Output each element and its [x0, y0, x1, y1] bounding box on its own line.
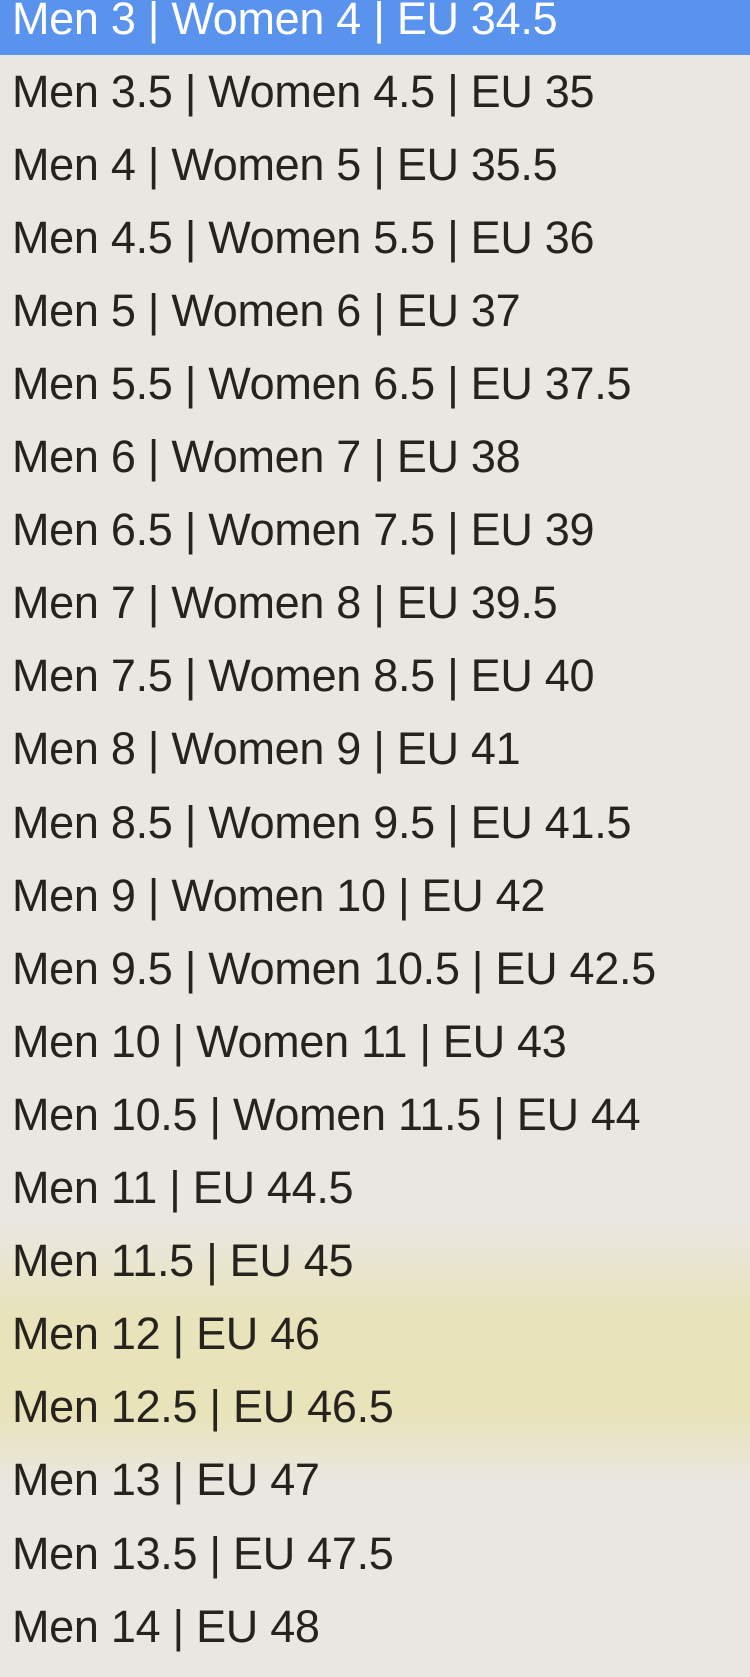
size-option-label: Men 7.5 | Women 8.5 | EU 40: [12, 650, 595, 702]
size-option[interactable]: Men 6.5 | Women 7.5 | EU 39: [0, 494, 750, 567]
size-option-label: Men 5.5 | Women 6.5 | EU 37.5: [12, 358, 632, 410]
size-option[interactable]: Men 4 | Women 5 | EU 35.5: [0, 128, 750, 201]
size-option-label: Men 6 | Women 7 | EU 38: [12, 431, 521, 483]
size-option-label: Men 4.5 | Women 5.5 | EU 36: [12, 211, 595, 263]
size-option[interactable]: Men 4.5 | Women 5.5 | EU 36: [0, 201, 750, 274]
size-option-label: Men 11 | EU 44.5: [12, 1162, 354, 1214]
size-option-label: Men 13 | EU 47: [12, 1454, 320, 1506]
size-option[interactable]: Men 5.5 | Women 6.5 | EU 37.5: [0, 347, 750, 420]
size-option[interactable]: Men 11.5 | EU 45: [0, 1225, 750, 1298]
size-option[interactable]: Men 7.5 | Women 8.5 | EU 40: [0, 640, 750, 713]
size-option[interactable]: Men 5 | Women 6 | EU 37: [0, 274, 750, 347]
size-option-label: Men 12 | EU 46: [12, 1308, 320, 1360]
size-option-selected[interactable]: Men 3 | Women 4 | EU 34.5: [0, 0, 750, 56]
size-option[interactable]: Men 8 | Women 9 | EU 41: [0, 713, 750, 786]
size-option[interactable]: Men 14 | EU 48: [0, 1590, 750, 1663]
size-option-label: Men 6.5 | Women 7.5 | EU 39: [12, 504, 595, 556]
size-option-label: Men 10.5 | Women 11.5 | EU 44: [12, 1088, 641, 1140]
size-option[interactable]: Men 3.5 | Women 4.5 | EU 35: [0, 55, 750, 128]
size-option-label: Men 8 | Women 9 | EU 41: [12, 723, 521, 775]
size-option-label: Men 11.5 | EU 45: [12, 1235, 354, 1287]
size-option[interactable]: Men 11 | EU 44.5: [0, 1152, 750, 1225]
size-option-label: Men 3.5 | Women 4.5 | EU 35: [12, 65, 595, 117]
size-option-label: Men 10 | Women 11 | EU 43: [12, 1015, 567, 1067]
size-option-label: Men 9 | Women 10 | EU 42: [12, 869, 546, 921]
size-option-label: Men 13.5 | EU 47.5: [12, 1527, 394, 1579]
size-option[interactable]: Men 7 | Women 8 | EU 39.5: [0, 567, 750, 640]
size-option-label: Men 12.5 | EU 46.5: [12, 1381, 394, 1433]
size-option-label: Men 8.5 | Women 9.5 | EU 41.5: [12, 796, 632, 848]
size-option[interactable]: Men 13.5 | EU 47.5: [0, 1517, 750, 1590]
size-option[interactable]: Men 6 | Women 7 | EU 38: [0, 421, 750, 494]
size-option-label: Men 3 | Women 4 | EU 34.5: [12, 0, 558, 44]
size-option[interactable]: Men 12.5 | EU 46.5: [0, 1371, 750, 1444]
size-option[interactable]: Men 9 | Women 10 | EU 42: [0, 859, 750, 932]
size-option-label: Men 9.5 | Women 10.5 | EU 42.5: [12, 942, 656, 994]
size-option[interactable]: Men 12 | EU 46: [0, 1298, 750, 1371]
size-option-label: Men 14 | EU 48: [12, 1600, 320, 1652]
size-option[interactable]: Men 10.5 | Women 11.5 | EU 44: [0, 1078, 750, 1151]
size-option-label: Men 7 | Women 8 | EU 39.5: [12, 577, 558, 629]
size-option[interactable]: Men 8.5 | Women 9.5 | EU 41.5: [0, 786, 750, 859]
size-option[interactable]: Men 13 | EU 47: [0, 1444, 750, 1517]
size-option-label: Men 5 | Women 6 | EU 37: [12, 284, 521, 336]
size-option[interactable]: Men 9.5 | Women 10.5 | EU 42.5: [0, 932, 750, 1005]
size-option-label: Men 4 | Women 5 | EU 35.5: [12, 138, 558, 190]
size-option[interactable]: Men 10 | Women 11 | EU 43: [0, 1005, 750, 1078]
